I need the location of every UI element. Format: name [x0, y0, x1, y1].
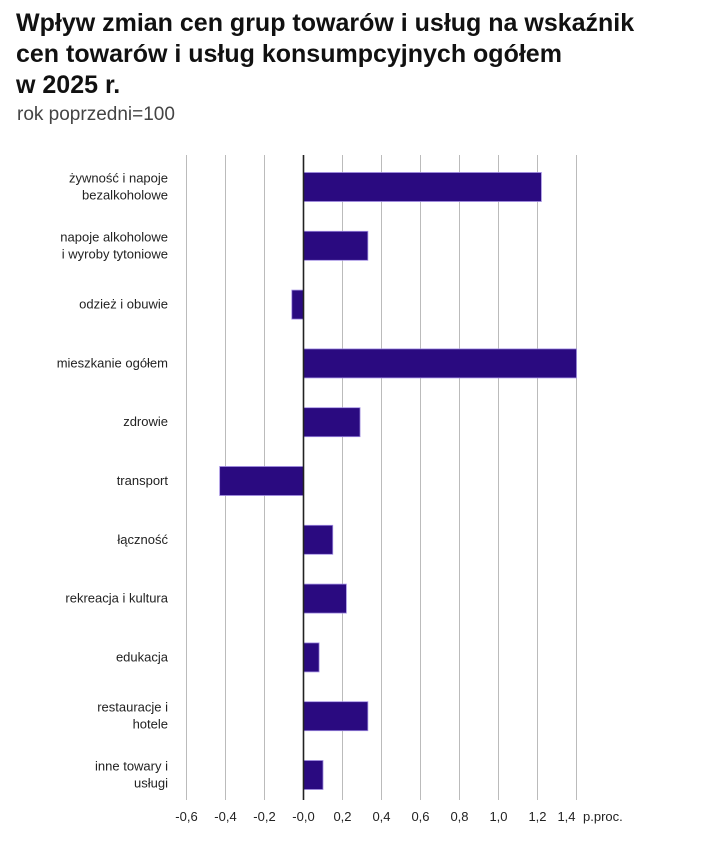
x-tick-label: 1,0 — [489, 809, 507, 824]
x-tick-label: -0,4 — [214, 809, 236, 824]
category-label: inne towary i — [95, 759, 168, 774]
chart-title: Wpływ zmian cen grup towarów i usług na … — [16, 8, 716, 101]
category-label: żywność i napoje — [69, 171, 168, 186]
category-label: usługi — [134, 776, 168, 791]
bar — [303, 348, 577, 379]
x-tick-label: 0,4 — [372, 809, 390, 824]
x-tick-label: 0,2 — [333, 809, 351, 824]
x-tick-label: 0,8 — [450, 809, 468, 824]
bar — [303, 230, 369, 261]
category-label: hotele — [133, 717, 168, 732]
category-label: i wyroby tytoniowe — [62, 246, 168, 261]
x-tick-label: 1,4 — [557, 809, 575, 824]
category-label: mieszkanie ogółem — [57, 355, 168, 370]
category-label: rekreacja i kultura — [65, 591, 168, 606]
chart-title-line: Wpływ zmian cen grup towarów i usług na … — [16, 9, 635, 37]
bar — [303, 583, 347, 614]
x-tick-label: -0,0 — [292, 809, 314, 824]
category-label: napoje alkoholowe — [60, 229, 168, 244]
category-label: bezalkoholowe — [82, 188, 168, 203]
bar — [291, 289, 304, 320]
bar — [219, 466, 304, 496]
category-label: łączność — [117, 532, 168, 547]
chart-title-line: w 2025 r. — [16, 71, 121, 99]
chart-subtitle: rok poprzedni=100 — [17, 104, 175, 125]
x-tick-label: 0,6 — [411, 809, 429, 824]
bar — [303, 524, 334, 555]
category-label: zdrowie — [123, 414, 168, 429]
x-tick-label: 1,2 — [528, 809, 546, 824]
category-label: restauracje i — [97, 700, 168, 715]
bar — [303, 172, 542, 202]
x-tick-label: -0,6 — [175, 809, 197, 824]
category-label: odzież i obuwie — [79, 297, 168, 312]
bar — [303, 760, 324, 790]
category-label: transport — [117, 473, 169, 488]
x-axis-unit: p.proc. — [583, 809, 623, 824]
bar — [303, 407, 361, 438]
x-tick-label: -0,2 — [253, 809, 275, 824]
chart-title-line: cen towarów i usług konsumpcyjnych ogółe… — [16, 40, 562, 68]
bar — [303, 701, 369, 732]
category-label: edukacja — [116, 649, 169, 664]
bar — [303, 642, 320, 673]
